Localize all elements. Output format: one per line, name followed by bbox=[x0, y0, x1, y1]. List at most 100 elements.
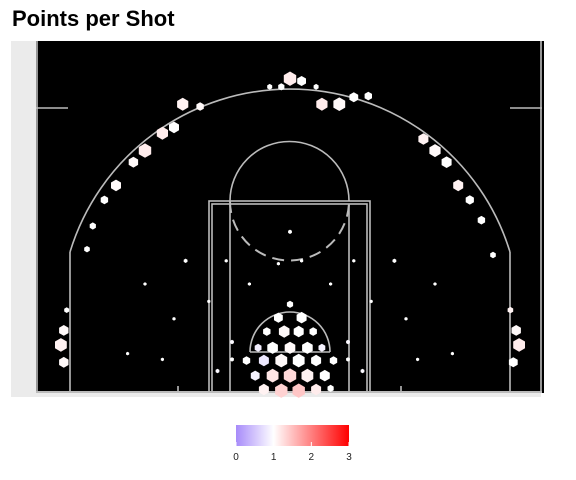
hexbin-76 bbox=[292, 383, 305, 398]
hexbin-19 bbox=[100, 195, 109, 205]
hexbin-20 bbox=[453, 179, 464, 192]
hexbin-72 bbox=[301, 368, 314, 383]
hexbin-41 bbox=[143, 282, 147, 286]
restricted-area-arc bbox=[249, 311, 331, 353]
hexbin-5 bbox=[297, 76, 306, 86]
legend-tick-label-0: 0 bbox=[233, 452, 239, 463]
hexbin-49 bbox=[230, 339, 234, 345]
hexbin-50 bbox=[346, 339, 350, 345]
hexbin-1 bbox=[196, 102, 204, 111]
hexbin-80 bbox=[346, 357, 350, 362]
hexbin-13 bbox=[138, 143, 152, 158]
hexbin-68 bbox=[329, 356, 338, 365]
hexbin-23 bbox=[477, 215, 486, 225]
legend-tick-label-1: 1 bbox=[271, 452, 277, 463]
court-floor bbox=[36, 41, 544, 393]
hexbin-layer bbox=[55, 71, 525, 398]
hexbin-7 bbox=[316, 97, 328, 111]
hexbin-69 bbox=[250, 370, 260, 381]
hexbin-12 bbox=[169, 121, 179, 134]
hexbin-82 bbox=[360, 368, 365, 374]
hexbin-18 bbox=[111, 179, 121, 192]
hexbin-54 bbox=[278, 325, 290, 338]
hexbin-85 bbox=[126, 351, 130, 356]
hexbin-46 bbox=[369, 299, 373, 304]
hexbin-73 bbox=[319, 369, 330, 382]
hexbin-62 bbox=[318, 343, 326, 352]
hexbin-57 bbox=[309, 327, 317, 336]
hexbin-34 bbox=[288, 229, 292, 234]
court-lines bbox=[36, 41, 542, 393]
hexbin-14 bbox=[128, 156, 139, 168]
hexbin-48 bbox=[404, 317, 408, 321]
hexbin-42 bbox=[433, 282, 437, 286]
hexbin-51 bbox=[286, 300, 294, 308]
hexbin-8 bbox=[333, 97, 346, 111]
hexbin-64 bbox=[258, 354, 269, 367]
hexbin-75 bbox=[275, 383, 288, 398]
hexbin-39 bbox=[183, 258, 188, 263]
hexbin-26 bbox=[59, 325, 69, 336]
hexbin-77 bbox=[311, 383, 322, 396]
hexbin-24 bbox=[84, 246, 90, 253]
hexbin-53 bbox=[274, 312, 283, 323]
hexbin-67 bbox=[311, 354, 322, 367]
paint-inner bbox=[211, 203, 368, 393]
hexbin-3 bbox=[278, 83, 285, 91]
hexbin-22 bbox=[89, 222, 96, 230]
free-throw-circle-bottom bbox=[229, 200, 350, 262]
hexbin-40 bbox=[392, 258, 397, 263]
hexbin-44 bbox=[329, 282, 333, 286]
hexbin-4 bbox=[283, 71, 297, 86]
hexbin-27 bbox=[55, 338, 67, 352]
hexbin-43 bbox=[247, 282, 251, 286]
hexbin-66 bbox=[292, 353, 305, 368]
hexbin-9 bbox=[349, 92, 359, 103]
hexbin-32 bbox=[513, 338, 525, 352]
free-throw-circle-top bbox=[229, 140, 350, 202]
hexbin-63 bbox=[242, 356, 251, 365]
hexbin-21 bbox=[465, 195, 474, 205]
hexbin-29 bbox=[64, 307, 70, 313]
hexbin-30 bbox=[507, 306, 514, 314]
hexbin-10 bbox=[364, 91, 372, 101]
hexbin-33 bbox=[508, 357, 518, 368]
hexbin-55 bbox=[293, 325, 304, 338]
hexbin-84 bbox=[416, 357, 420, 362]
hexbin-61 bbox=[302, 341, 313, 354]
hexbin-6 bbox=[313, 83, 319, 90]
hexbin-25 bbox=[490, 251, 496, 259]
hexbin-35 bbox=[276, 261, 280, 266]
hexbin-70 bbox=[266, 368, 279, 383]
hexbin-15 bbox=[418, 133, 429, 145]
legend-colorbar bbox=[236, 425, 349, 446]
hexbin-52 bbox=[296, 311, 307, 324]
hexbin-71 bbox=[283, 368, 297, 383]
hexbin-0 bbox=[177, 97, 189, 111]
hexbin-16 bbox=[429, 144, 441, 158]
hexbin-2 bbox=[267, 83, 273, 90]
chart-title: Points per Shot bbox=[12, 6, 175, 31]
hexbin-31 bbox=[511, 325, 521, 336]
hexbin-60 bbox=[284, 341, 296, 354]
hexbin-56 bbox=[263, 327, 271, 336]
hexbin-36 bbox=[300, 259, 304, 263]
hexbin-37 bbox=[224, 259, 228, 263]
legend-tick-label-3: 3 bbox=[346, 452, 352, 463]
hexbin-58 bbox=[254, 343, 262, 352]
hexbin-45 bbox=[207, 299, 211, 304]
hexbin-65 bbox=[275, 353, 288, 368]
hexbin-81 bbox=[215, 368, 220, 374]
hexbin-86 bbox=[450, 351, 454, 356]
hexbin-47 bbox=[172, 317, 176, 321]
color-legend: 0 1 2 3 bbox=[233, 425, 352, 463]
hexbin-38 bbox=[352, 259, 356, 263]
legend-tick-label-2: 2 bbox=[309, 452, 315, 463]
hexbin-83 bbox=[160, 357, 164, 362]
hexbin-11 bbox=[156, 126, 168, 140]
hexbin-79 bbox=[230, 357, 234, 362]
three-point-arc bbox=[69, 88, 511, 253]
hexbin-17 bbox=[441, 156, 452, 168]
hexbin-28 bbox=[59, 356, 69, 368]
